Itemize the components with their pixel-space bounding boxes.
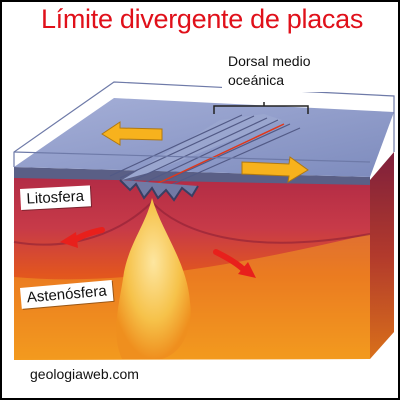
asthenosphere-layer (14, 234, 370, 360)
rift-valley (147, 123, 285, 189)
diagram-title: Límite divergente de placas (40, 4, 364, 34)
ridge-front-blocks (119, 179, 199, 202)
lithosphere-label: Litosfera (20, 185, 91, 210)
ridge-bracket (213, 102, 309, 114)
ocean-box-outline (13, 81, 395, 167)
ridge-label-line2: oceánica (228, 72, 285, 88)
ocean-box-edge (13, 151, 371, 163)
ridge-label-line1: Dorsal medio (228, 53, 311, 69)
ridge-label: Dorsal medio oceánica (222, 50, 328, 92)
surface-arrow-right (241, 156, 309, 183)
magma-plume (116, 198, 191, 359)
mantle-arrow-left-head (60, 232, 78, 248)
source-credit: geologiaweb.com (30, 366, 139, 382)
mid-ocean-ridge (122, 114, 282, 180)
ridge-fault-lines (109, 114, 301, 189)
surface-arrow-left (101, 121, 163, 146)
mantle-arrow-right (213, 249, 247, 273)
mantle-arrow-right-head (238, 262, 256, 278)
block-side-face (370, 152, 394, 359)
